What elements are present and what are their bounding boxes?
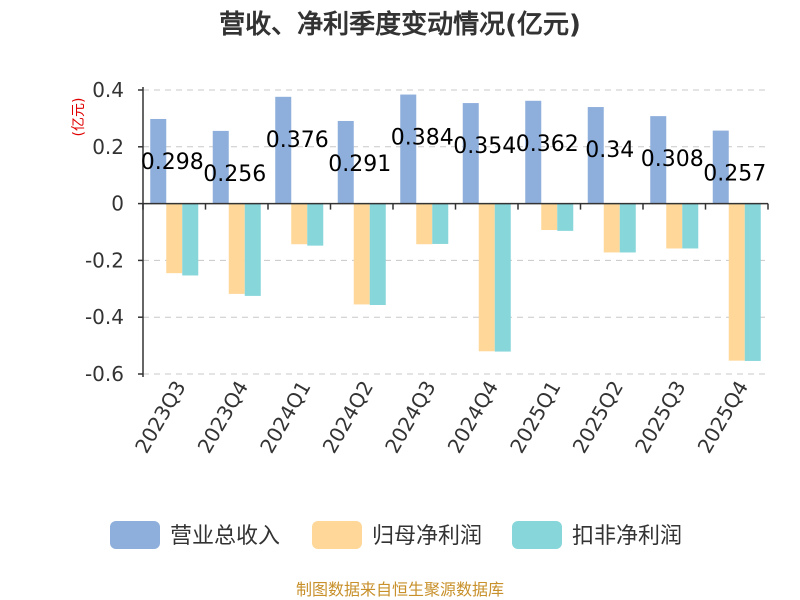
legend-swatch: [512, 521, 562, 549]
x-tick-label: 2025Q3: [630, 377, 690, 458]
y-axis-label: (亿元): [71, 98, 87, 137]
bar: [212, 130, 229, 204]
bar: [728, 203, 745, 361]
bar: [587, 107, 604, 204]
bar: [478, 203, 495, 352]
x-tick-label: 2024Q3: [380, 377, 440, 458]
y-tick-label: -0.2: [85, 248, 124, 272]
data-label: 0.384: [391, 126, 454, 151]
bar: [150, 118, 167, 204]
bar: [525, 100, 542, 204]
bar: [182, 203, 199, 276]
bar: [666, 203, 683, 249]
y-tick-label: -0.4: [85, 305, 124, 329]
chart-title: 营收、净利季度变动情况(亿元): [219, 9, 581, 40]
legend-item[interactable]: 归母净利润: [312, 521, 482, 549]
bar: [166, 203, 183, 274]
legend-label: 扣非净利润: [572, 524, 682, 549]
legend-label: 营业总收入: [170, 524, 280, 549]
bar: [557, 203, 574, 231]
bar: [682, 203, 699, 249]
bar: [400, 94, 417, 204]
data-label: 0.376: [266, 128, 329, 153]
legend-swatch: [110, 521, 160, 549]
x-tick-label: 2023Q3: [130, 377, 190, 458]
x-tick-label: 2023Q4: [193, 377, 253, 458]
bar: [228, 203, 245, 294]
x-tick-label: 2024Q4: [443, 377, 503, 458]
bar: [712, 130, 729, 204]
legend-swatch: [312, 521, 362, 549]
data-label: 0.362: [516, 132, 579, 157]
bar: [244, 203, 261, 296]
bar: [337, 120, 354, 204]
bar: [432, 203, 449, 244]
data-label: 0.354: [453, 134, 516, 159]
y-tick-label: 0.4: [92, 78, 124, 102]
x-tick-label: 2025Q1: [505, 377, 565, 458]
data-label: 0.256: [203, 162, 266, 187]
legend-item[interactable]: 扣非净利润: [512, 521, 682, 549]
bar: [541, 203, 558, 231]
legend-label: 归母净利润: [372, 524, 482, 549]
x-tick-label: 2024Q1: [255, 377, 315, 458]
x-tick-label: 2025Q2: [568, 377, 628, 458]
bar: [275, 96, 292, 204]
bar: [744, 203, 761, 361]
y-tick-label: 0: [111, 192, 124, 216]
legend[interactable]: 营业总收入 归母净利润 扣非净利润: [110, 521, 682, 549]
x-tick-label: 2024Q2: [318, 377, 378, 458]
data-label: 0.291: [328, 152, 391, 177]
y-tick-label: -0.6: [85, 362, 124, 386]
bar: [603, 203, 620, 253]
x-tick-label: 2025Q4: [693, 377, 753, 458]
data-label: 0.298: [141, 150, 204, 175]
bar: [353, 203, 370, 305]
legend-item[interactable]: 营业总收入: [110, 521, 280, 549]
source-note: 制图数据来自恒生聚源数据库: [296, 580, 504, 599]
data-label: 0.34: [585, 138, 634, 163]
data-label: 0.257: [703, 162, 766, 187]
y-tick-label: 0.2: [92, 135, 124, 159]
bar: [650, 116, 667, 204]
bar: [307, 203, 324, 246]
bar: [291, 203, 308, 245]
bar: [494, 203, 511, 352]
bar: [462, 103, 479, 204]
data-label: 0.308: [641, 147, 704, 172]
bar: [416, 203, 433, 245]
bar: [369, 203, 386, 305]
bars: [150, 94, 761, 361]
bar: [619, 203, 636, 253]
